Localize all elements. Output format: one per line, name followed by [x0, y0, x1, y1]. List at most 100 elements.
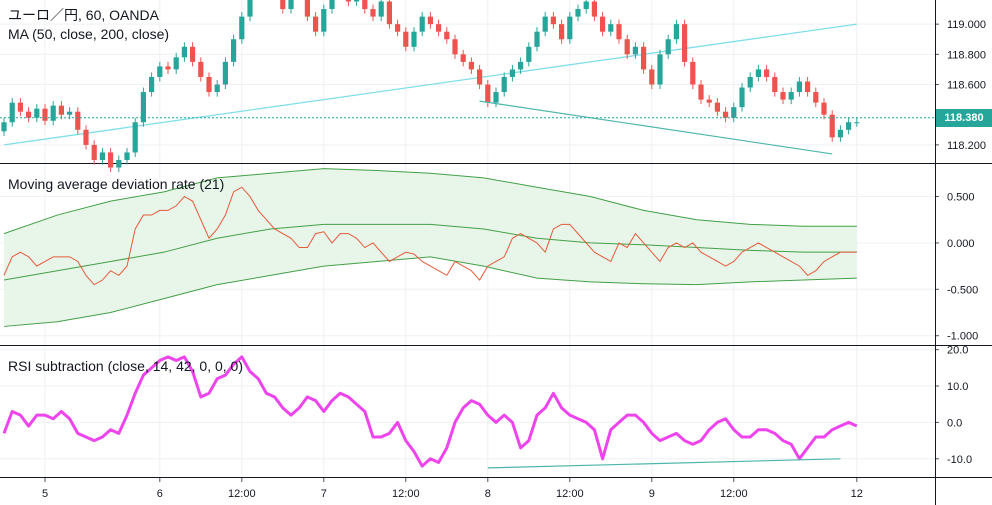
candle-body-66 — [542, 16, 548, 32]
rsi-ytick-label-3: -10.0 — [947, 454, 972, 466]
deviation-line — [3, 186, 857, 286]
candle-body-20 — [165, 66, 171, 70]
candle-body-19 — [157, 66, 163, 77]
main-ytick-label-2: 118.600 — [947, 80, 986, 92]
candle-body-95 — [780, 92, 786, 100]
candle-body-104 — [854, 122, 860, 124]
main-ytick-label-0: 119.000 — [947, 19, 986, 31]
candle-body-84 — [690, 61, 696, 85]
candle-body-15 — [124, 152, 130, 160]
candle-body-70 — [575, 9, 581, 17]
candle-body-7 — [58, 105, 64, 115]
rsi-legend[interactable]: RSI subtraction (close, 14, 42, 0, 0, 0) — [8, 358, 244, 374]
xtick-label-1: 6 — [157, 488, 163, 500]
candle-body-86 — [706, 99, 712, 103]
candle-body-76 — [624, 39, 630, 55]
dev-ytick-label-0: 0.500 — [947, 191, 975, 203]
xtick-label-4: 12:00 — [392, 488, 420, 500]
candle-body-45 — [370, 9, 376, 17]
candle-body-27 — [222, 61, 228, 85]
xtick-label-7: 9 — [649, 488, 655, 500]
ma-line — [3, 23, 857, 146]
symbol-label[interactable]: ユーロ／円, 60, OANDA — [8, 7, 159, 23]
candle-body-0 — [1, 122, 7, 132]
candle-body-81 — [665, 39, 671, 55]
candle-body-47 — [386, 1, 392, 25]
candle-body-78 — [641, 46, 647, 70]
candle-body-60 — [493, 92, 499, 103]
candle-body-101 — [829, 114, 835, 138]
candle-body-39 — [321, 9, 327, 32]
candle-body-57 — [468, 61, 474, 70]
candle-body-23 — [190, 46, 196, 62]
candle-body-72 — [591, 1, 597, 17]
rsi-ytick-label-1: 10.0 — [947, 381, 968, 393]
candle-body-79 — [649, 69, 655, 85]
candle-body-37 — [304, 0, 310, 17]
dev-ytick-label-1: 0.000 — [947, 238, 975, 250]
candle-body-89 — [731, 107, 737, 118]
candle-body-55 — [452, 39, 458, 55]
xtick-label-8: 12:00 — [720, 488, 748, 500]
candle-body-43 — [354, 0, 360, 2]
candle-body-64 — [526, 46, 532, 62]
candle-body-53 — [436, 24, 442, 32]
candle-body-25 — [206, 76, 212, 93]
candle-body-56 — [460, 54, 466, 62]
candle-body-8 — [67, 111, 73, 115]
xtick-label-3: 7 — [321, 488, 327, 500]
candle-body-29 — [239, 16, 245, 40]
deviation-legend[interactable]: Moving average deviation rate (21) — [8, 176, 225, 192]
xtick-label-9: 12 — [851, 488, 863, 500]
candle-body-9 — [75, 111, 81, 130]
candle-body-50 — [411, 31, 417, 47]
candle-body-93 — [764, 69, 770, 77]
candle-body-96 — [788, 92, 794, 100]
candle-body-12 — [99, 152, 105, 160]
candle-body-30 — [247, 0, 253, 17]
candle-body-68 — [559, 24, 565, 40]
candle-body-2 — [17, 102, 23, 112]
candle-body-4 — [34, 108, 40, 118]
candle-body-103 — [846, 122, 852, 130]
candle-body-88 — [723, 111, 729, 118]
main-ytick-label-3: 118.200 — [947, 140, 986, 152]
band-fill — [4, 168, 857, 327]
band-upper — [3, 168, 857, 235]
candle-body-100 — [821, 102, 827, 115]
xtick-label-0: 5 — [42, 488, 48, 500]
candle-body-59 — [485, 84, 491, 103]
candle-body-42 — [345, 0, 351, 2]
candle-body-49 — [403, 31, 409, 47]
candle-body-61 — [501, 76, 507, 93]
candle-body-99 — [813, 92, 819, 103]
ma-label[interactable]: MA (50, close, 200, close) — [8, 26, 170, 42]
candle-body-73 — [600, 16, 606, 32]
rsi-line — [2, 355, 858, 468]
candle-body-69 — [567, 16, 573, 40]
candle-body-38 — [313, 16, 319, 32]
candle-body-40 — [329, 0, 335, 10]
candle-body-14 — [116, 159, 122, 168]
candle-body-62 — [509, 69, 515, 77]
candle-body-1 — [9, 102, 15, 123]
candle-body-92 — [755, 69, 761, 77]
candle-body-87 — [714, 102, 720, 112]
candle-body-17 — [140, 92, 146, 123]
xtick-label-5: 8 — [485, 488, 491, 500]
candle-body-10 — [83, 129, 89, 145]
xtick-label-2: 12:00 — [228, 488, 256, 500]
xtick-label-6: 12:00 — [556, 488, 584, 500]
rsi-ytick-label-0: 20.0 — [947, 345, 968, 357]
candle-body-85 — [698, 84, 704, 100]
candle-body-58 — [477, 69, 483, 85]
candle-body-75 — [616, 24, 622, 40]
candle-body-26 — [214, 84, 220, 93]
candle-body-5 — [42, 108, 48, 121]
rsi-ytick-label-2: 0.0 — [947, 417, 962, 429]
candle-body-83 — [682, 24, 688, 62]
candle-body-46 — [378, 1, 384, 17]
candle-body-90 — [739, 87, 745, 108]
main-trendline — [479, 100, 833, 155]
candle-body-67 — [550, 16, 556, 25]
